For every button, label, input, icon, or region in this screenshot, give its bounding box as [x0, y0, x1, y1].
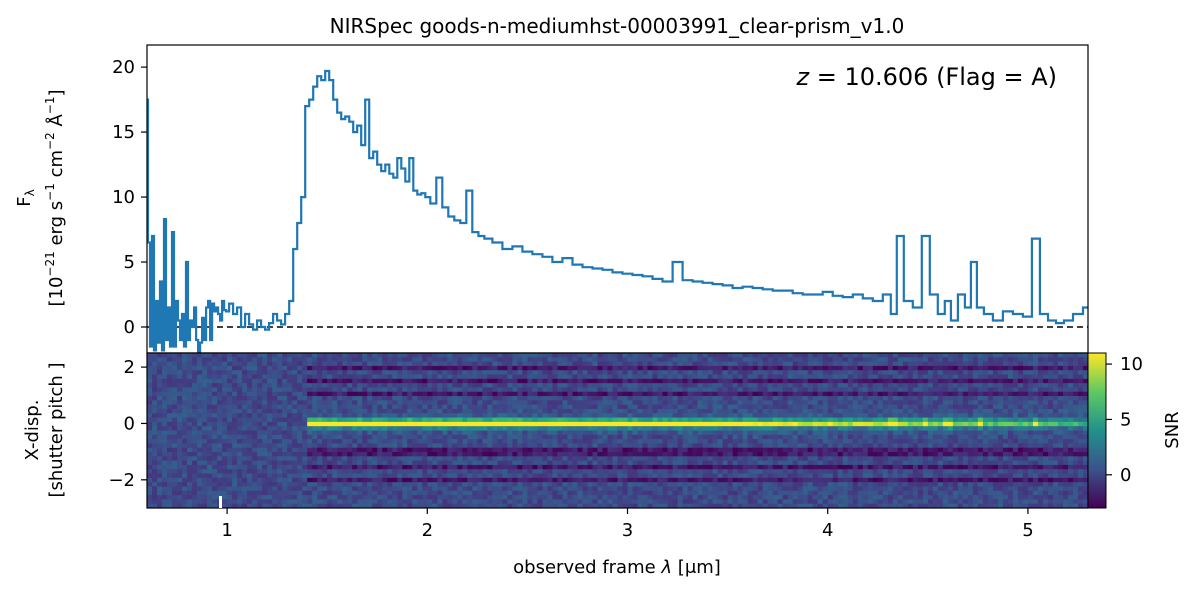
spectrum-plot-area — [147, 69, 1088, 353]
x-tick-label: 2 — [422, 520, 433, 541]
heatmap-marker — [219, 496, 222, 508]
heatmap-y-tick-label: −2 — [108, 470, 135, 491]
colorbar-tick-label: 5 — [1120, 409, 1131, 430]
spectrum-y-label-line1: Fλ — [14, 189, 37, 206]
chart-title: NIRSpec goods-n-mediumhst-00003991_clear… — [330, 14, 905, 38]
spectrum-y-ticks: 0 5 10 15 20 — [112, 57, 147, 338]
colorbar-tick-label: 10 — [1120, 354, 1143, 375]
heatmap-y-label-line1: X-disp. — [22, 400, 43, 461]
x-tick-label: 4 — [822, 520, 833, 541]
heatmap-y-tick-label: 2 — [124, 357, 135, 378]
spectrum-y-tick-label: 10 — [112, 187, 135, 208]
x-axis-label: observed frame λ [μm] — [513, 557, 721, 578]
colorbar-label: SNR — [1162, 411, 1183, 448]
spectrum-line — [147, 69, 1088, 353]
x-tick-label: 3 — [622, 520, 633, 541]
spectrum-panel: 0 5 10 15 20 z = 10.606 (Flag = A) Fλ [10−21… — [14, 44, 1089, 354]
spectrum-y-tick-label: 0 — [124, 317, 135, 338]
x-tick-label: 5 — [1022, 520, 1033, 541]
snr-heatmap-image — [147, 353, 1088, 508]
snr-heatmap-panel: 1 2 3 4 5 2 0 −2 X-disp. [shutter pitch ] obse… — [22, 352, 1089, 578]
redshift-annotation: z = 10.606 (Flag = A) — [795, 63, 1057, 91]
heatmap-y-ticks: 2 0 −2 — [108, 357, 147, 491]
spectrum-y-tick-label: 20 — [112, 57, 135, 78]
heatmap-x-ticks: 1 2 3 4 5 — [221, 508, 1034, 541]
colorbar-ticks: 10 5 0 — [1106, 354, 1143, 486]
spectrum-y-label-line2: [10−21 erg s−1 cm−2 Å−1] — [43, 89, 67, 306]
spectrum-y-tick-label: 5 — [124, 252, 135, 273]
x-tick-label: 1 — [221, 520, 232, 541]
colorbar-tick-label: 0 — [1120, 465, 1131, 486]
spectrum-y-tick-label: 15 — [112, 122, 135, 143]
colorbar-gradient — [1087, 352, 1107, 509]
heatmap-y-label-line2: [shutter pitch ] — [46, 362, 67, 497]
snr-colorbar: 10 5 0 SNR — [1087, 352, 1183, 509]
heatmap-y-tick-label: 0 — [124, 413, 135, 434]
